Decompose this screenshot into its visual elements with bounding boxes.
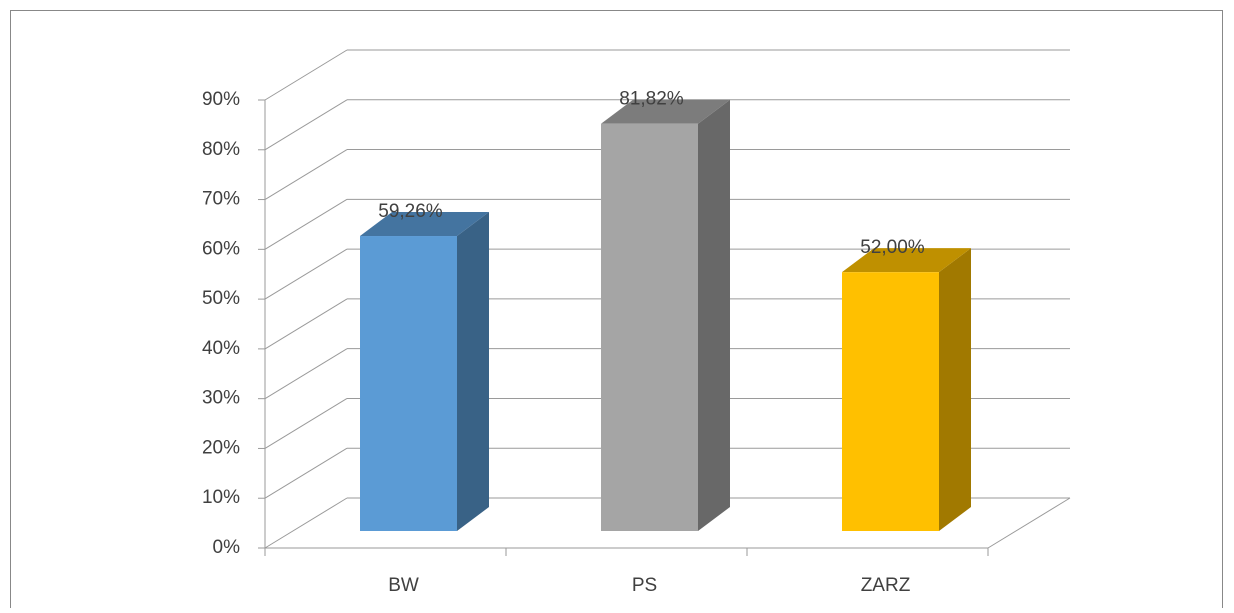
x-tick-label: BW [388,575,419,596]
x-tick-label: ZARZ [861,575,911,596]
y-tick-label: 50% [202,288,240,309]
grid-line [264,298,348,350]
grid-line [264,248,348,300]
grid-line [264,99,348,151]
y-tick-label: 30% [202,388,240,409]
y-tick-label: 90% [202,89,240,110]
bar-top [842,248,971,273]
value-label: 81,82% [619,89,684,110]
floor-edge [987,497,1071,549]
grid-line [264,497,348,549]
y-tick-label: 70% [202,189,240,210]
bar [360,236,457,531]
y-tick-label: 40% [202,338,240,359]
grid-line [264,149,348,200]
grid-line [264,348,348,400]
bar [842,272,939,531]
bar [601,123,698,531]
bar-top [360,212,489,237]
y-tick-label: 0% [213,537,241,558]
x-tick-label: PS [632,575,657,596]
bar-side [698,99,730,531]
grid-line [264,447,348,499]
grid-line [264,49,348,101]
y-tick-label: 10% [202,487,240,508]
bar-side [457,212,489,531]
value-label: 52,00% [860,237,925,258]
grid-line [264,198,348,250]
y-tick-label: 80% [202,139,240,160]
bar-top [601,99,730,124]
bar-side [939,248,971,531]
y-tick-label: 20% [202,437,240,458]
grid-line [264,398,348,449]
value-label: 59,26% [378,201,443,222]
chart-border [10,10,1223,613]
y-tick-label: 60% [202,238,240,259]
